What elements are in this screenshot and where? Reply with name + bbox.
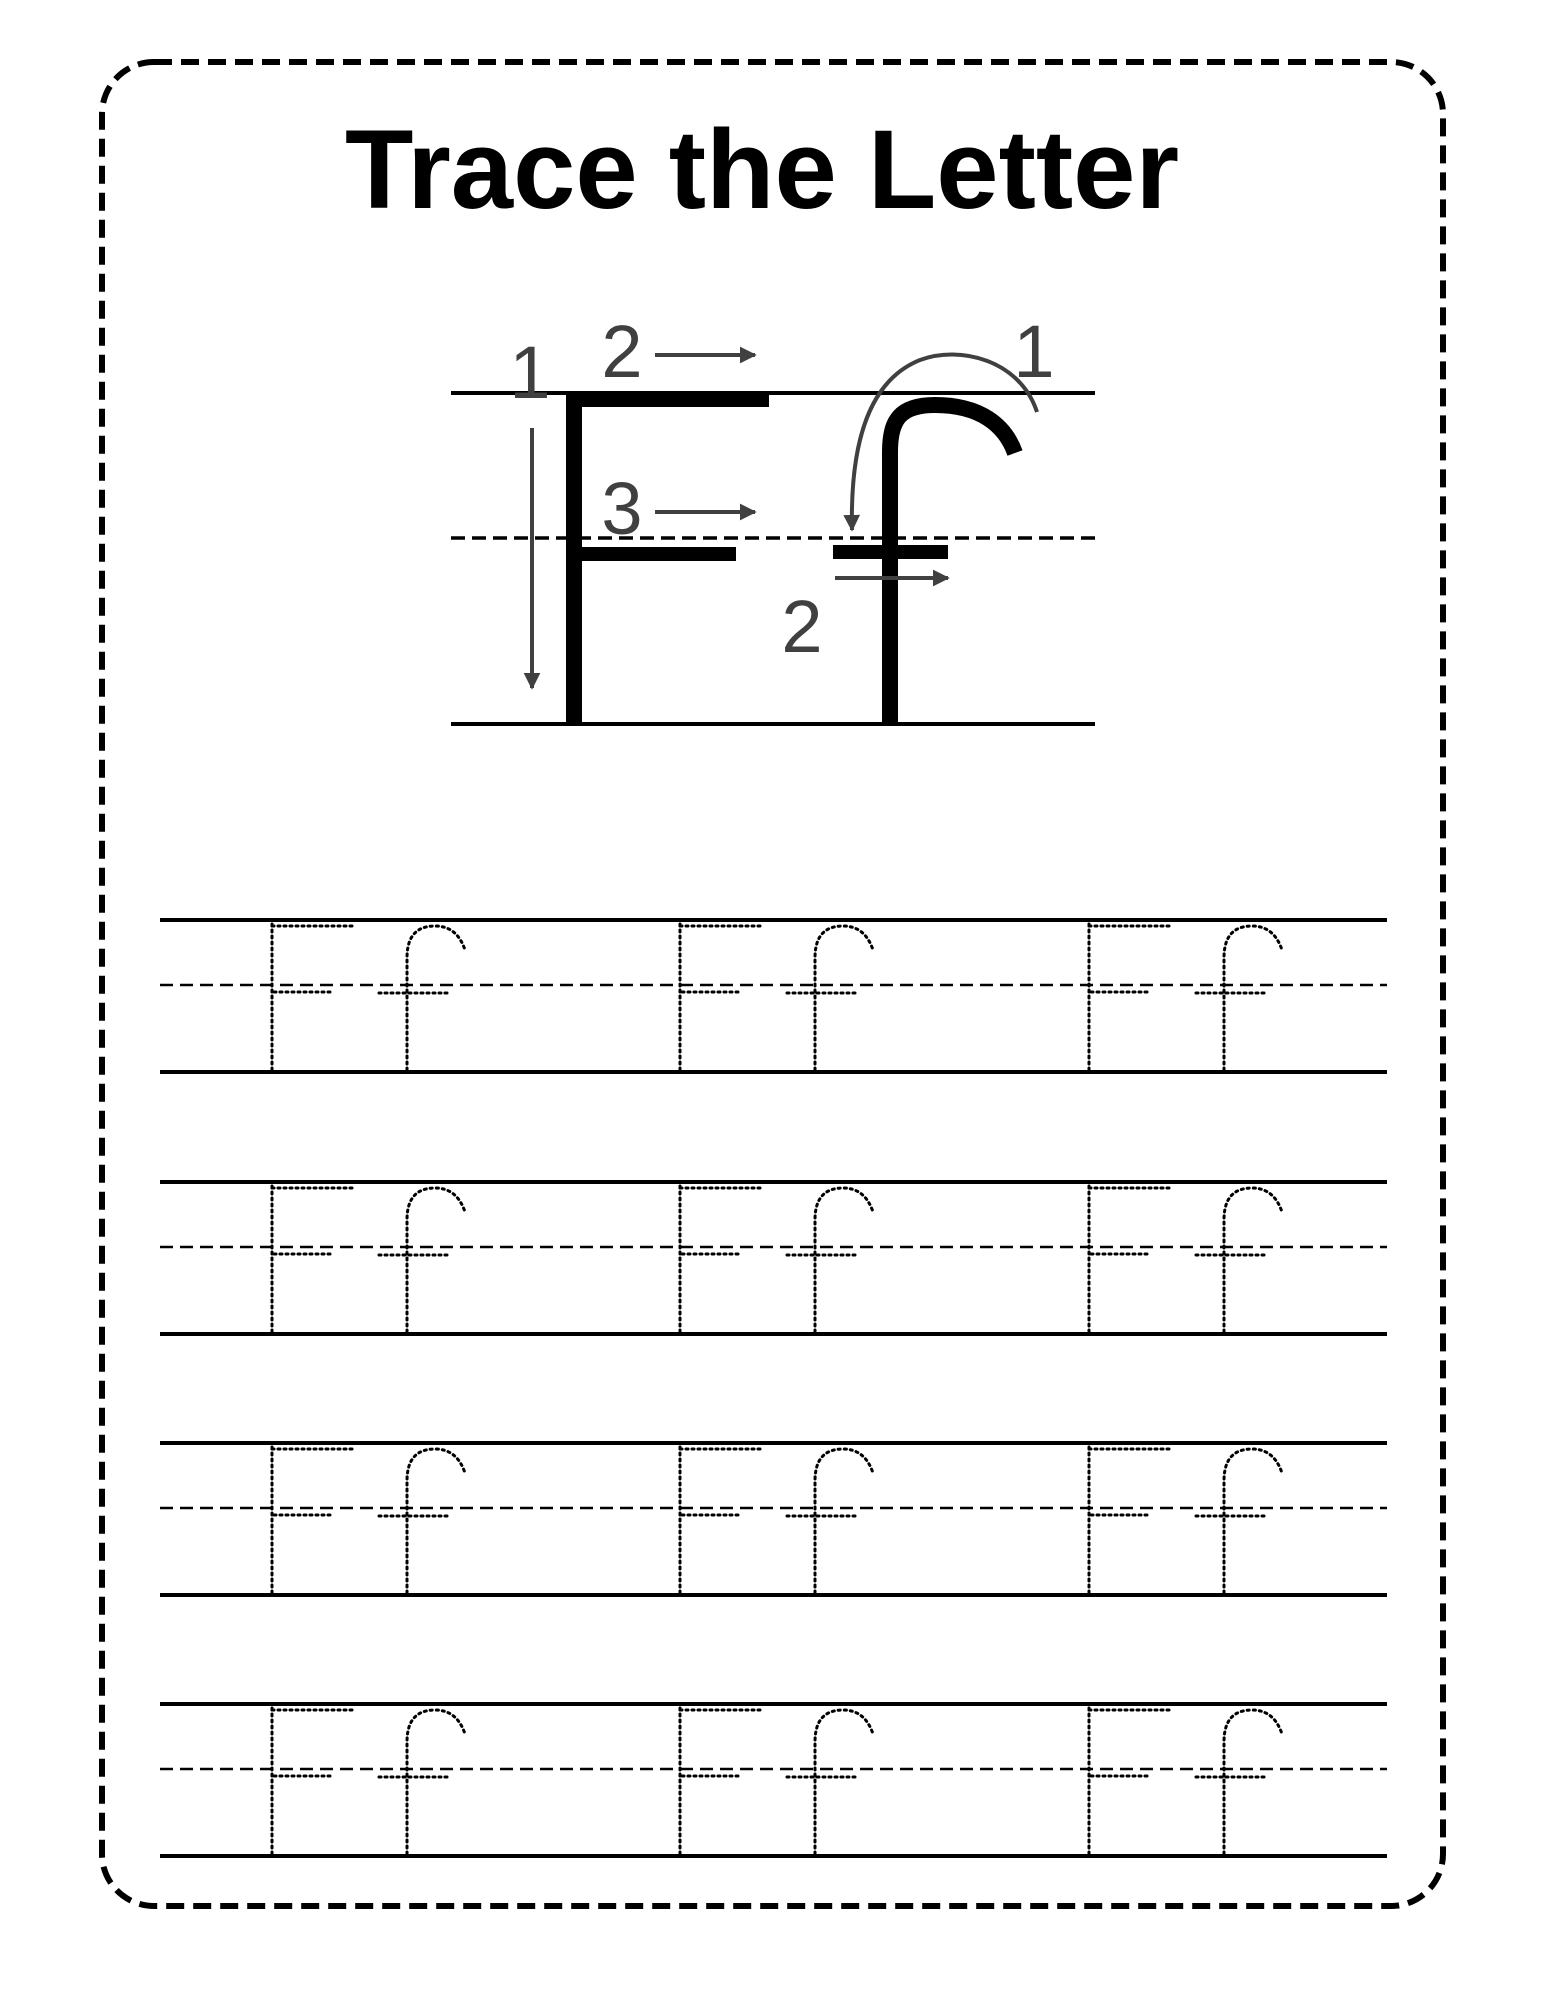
traceable-uppercase-letter[interactable]: [1087, 1184, 1173, 1334]
practice-row: [160, 1702, 1387, 1858]
traceable-lowercase-letter[interactable]: [785, 1708, 875, 1856]
traceable-lowercase-letter[interactable]: [785, 1186, 875, 1334]
traceable-uppercase-letter[interactable]: [678, 922, 764, 1072]
page-title: Trace the Letter: [345, 107, 1179, 232]
traceable-uppercase-letter[interactable]: [678, 1445, 764, 1595]
lowercase-stroke-number-1: 1: [1013, 310, 1054, 393]
traceable-uppercase-letter[interactable]: [270, 922, 356, 1072]
uppercase-stroke-number-1: 1: [509, 331, 550, 414]
traceable-uppercase-letter[interactable]: [1087, 922, 1173, 1072]
traceable-uppercase-letter[interactable]: [270, 1184, 356, 1334]
traceable-lowercase-letter[interactable]: [377, 1708, 467, 1856]
traceable-lowercase-letter[interactable]: [1194, 924, 1284, 1072]
traceable-uppercase-letter[interactable]: [1087, 1706, 1173, 1856]
traceable-uppercase-letter[interactable]: [270, 1706, 356, 1856]
demo-guide-lines: [451, 391, 1095, 726]
uppercase-stroke-arrows: [523, 346, 757, 690]
traceable-lowercase-letter[interactable]: [377, 1186, 467, 1334]
traceable-uppercase-letter[interactable]: [270, 1445, 356, 1595]
practice-area: [160, 918, 1387, 1858]
lowercase-stroke-arrows: [835, 352, 1039, 587]
dashed-border: [99, 59, 1446, 1909]
traceable-uppercase-letter[interactable]: [678, 1706, 764, 1856]
uppercase-stroke-number-3: 3: [601, 467, 642, 550]
traceable-lowercase-letter[interactable]: [785, 1447, 875, 1595]
model-uppercase-letter: [566, 393, 769, 724]
practice-row: [160, 1441, 1387, 1597]
model-lowercase-letter: [833, 396, 1023, 724]
uppercase-stroke-number-2: 2: [601, 310, 642, 393]
traceable-uppercase-letter[interactable]: [678, 1184, 764, 1334]
traceable-lowercase-letter[interactable]: [377, 1447, 467, 1595]
practice-row: [160, 918, 1387, 1074]
traceable-lowercase-letter[interactable]: [785, 924, 875, 1072]
traceable-lowercase-letter[interactable]: [1194, 1708, 1284, 1856]
traceable-uppercase-letter[interactable]: [1087, 1445, 1173, 1595]
lowercase-stroke-number-2: 2: [781, 585, 822, 668]
practice-row: [160, 1180, 1387, 1336]
traceable-lowercase-letter[interactable]: [1194, 1186, 1284, 1334]
lowercase-stroke-1-arrow: [843, 352, 1039, 532]
traceable-lowercase-letter[interactable]: [377, 924, 467, 1072]
traceable-lowercase-letter[interactable]: [1194, 1447, 1284, 1595]
